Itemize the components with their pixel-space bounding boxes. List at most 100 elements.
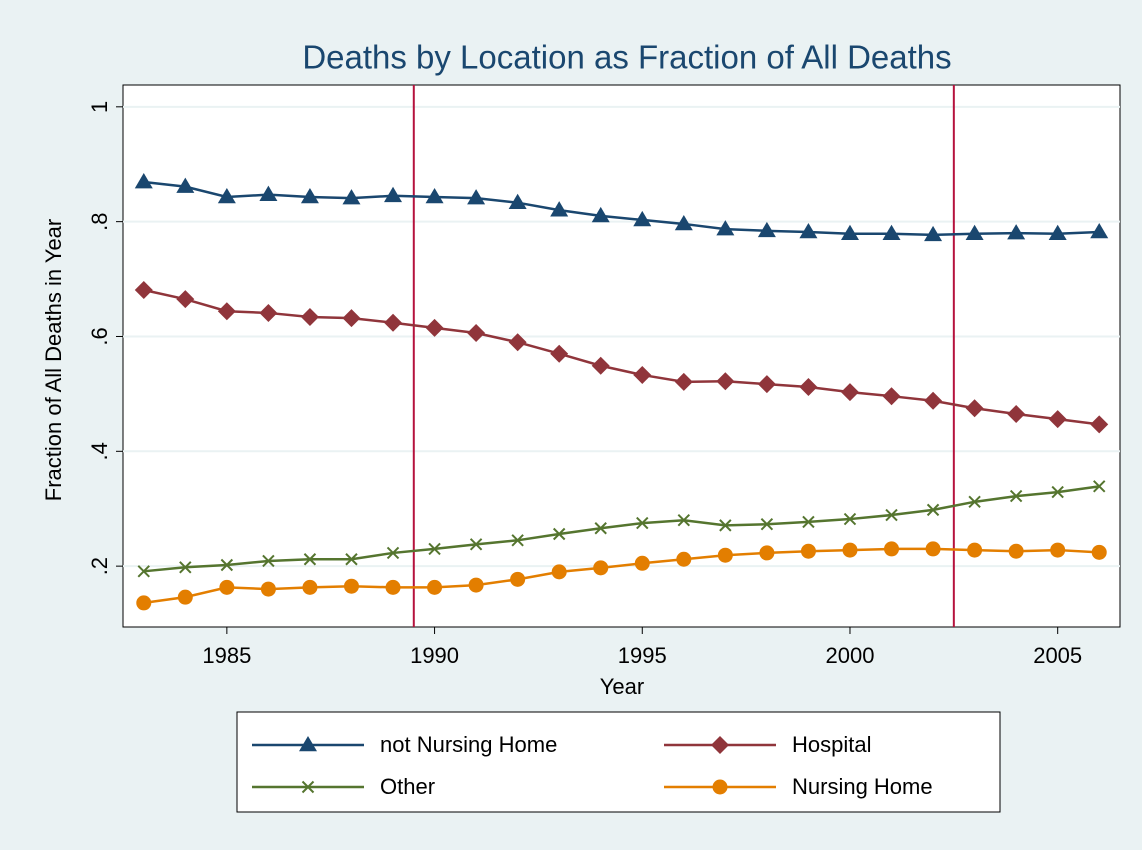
x-tick-label: 2005: [1033, 643, 1082, 668]
marker: [757, 221, 776, 238]
series-line: [143, 180, 1100, 237]
legend-marker: [301, 780, 315, 794]
marker: [1093, 480, 1106, 493]
marker: [757, 375, 776, 394]
marker: [967, 542, 983, 558]
legend-label: not Nursing Home: [380, 732, 557, 757]
legend-marker: [299, 736, 317, 752]
marker: [1090, 415, 1109, 434]
marker: [840, 383, 859, 402]
marker: [926, 503, 940, 517]
marker: [550, 344, 569, 363]
marker: [1007, 224, 1026, 240]
marker: [674, 214, 693, 231]
marker: [134, 280, 153, 299]
legend: [236, 711, 1001, 813]
marker: [219, 579, 235, 595]
marker: [760, 518, 774, 531]
marker: [1048, 224, 1067, 241]
y-tick-label: .8: [87, 212, 112, 230]
marker: [674, 372, 693, 391]
marker: [719, 519, 732, 532]
series-line: [143, 485, 1100, 573]
marker: [802, 515, 815, 529]
marker: [302, 579, 318, 595]
marker: [924, 391, 943, 410]
marker: [965, 399, 984, 418]
marker: [925, 541, 941, 557]
marker: [1090, 222, 1109, 239]
marker: [300, 187, 319, 204]
marker: [1050, 542, 1066, 558]
marker: [217, 187, 236, 204]
y-tick-label: 1: [87, 101, 112, 113]
marker: [1051, 485, 1064, 499]
marker: [716, 372, 735, 391]
marker: [882, 387, 901, 406]
marker: [427, 579, 443, 595]
x-tick-label: 2000: [826, 643, 875, 668]
marker: [842, 542, 858, 558]
marker: [428, 542, 441, 556]
marker: [1091, 544, 1107, 560]
x-tick-label: 1995: [618, 643, 667, 668]
marker: [551, 564, 567, 580]
marker: [799, 222, 818, 239]
marker: [511, 534, 524, 547]
marker: [968, 495, 981, 509]
marker: [593, 560, 609, 576]
y-tick-label: .6: [87, 327, 112, 345]
marker: [425, 318, 444, 337]
marker: [179, 561, 192, 574]
marker: [260, 581, 276, 597]
legend-marker: [711, 736, 729, 754]
marker: [965, 224, 984, 241]
marker: [591, 206, 610, 223]
marker: [677, 514, 691, 527]
marker: [550, 201, 569, 217]
marker: [467, 189, 486, 205]
legend-label: Other: [380, 774, 435, 799]
marker: [343, 578, 359, 594]
marker: [467, 324, 486, 343]
marker: [676, 551, 692, 567]
marker: [176, 290, 195, 309]
marker: [885, 508, 898, 522]
marker: [717, 547, 733, 563]
chart-title: Deaths by Location as Fraction of All De…: [302, 39, 951, 76]
marker: [633, 365, 652, 384]
marker: [508, 193, 527, 210]
marker: [924, 225, 943, 242]
marker: [510, 571, 526, 587]
marker: [259, 303, 278, 322]
marker: [840, 224, 859, 241]
marker: [176, 177, 195, 193]
marker: [342, 309, 361, 328]
marker: [342, 189, 361, 205]
marker: [384, 313, 403, 332]
marker: [1009, 489, 1023, 503]
y-tick-label: .2: [87, 557, 112, 575]
marker: [345, 553, 358, 566]
marker: [384, 186, 403, 203]
marker: [469, 538, 483, 551]
marker: [134, 173, 153, 189]
marker: [468, 577, 484, 593]
x-tick-label: 1985: [202, 643, 251, 668]
marker: [262, 554, 275, 568]
marker: [303, 553, 317, 566]
legend-marker: [712, 779, 728, 795]
marker: [882, 224, 901, 241]
marker: [508, 333, 527, 352]
marker: [259, 185, 278, 201]
marker: [636, 516, 649, 530]
marker: [136, 595, 152, 611]
marker: [884, 541, 900, 557]
marker: [386, 546, 400, 560]
marker: [552, 527, 566, 541]
marker: [425, 187, 444, 204]
x-axis-title: Year: [600, 674, 644, 699]
marker: [137, 565, 150, 578]
legend-label: Nursing Home: [792, 774, 933, 799]
